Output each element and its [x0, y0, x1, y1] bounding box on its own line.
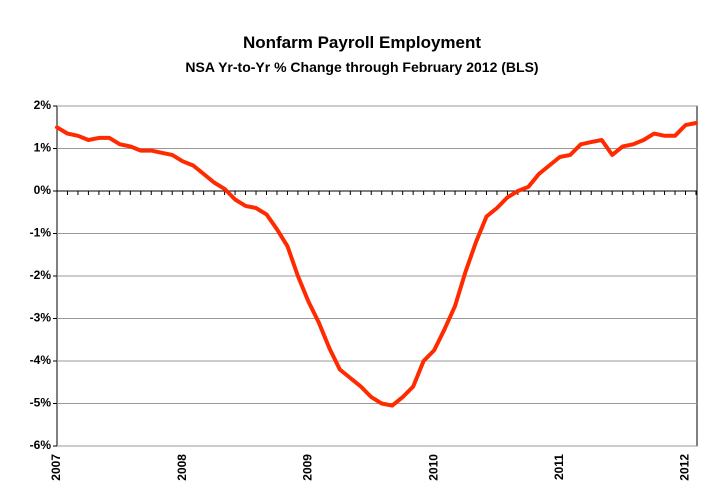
x-tick-label: 2007: [49, 454, 63, 481]
y-tick-label: 1%: [34, 141, 52, 155]
y-tick-label: -1%: [30, 226, 52, 240]
y-tick-label: -2%: [30, 268, 52, 282]
x-tick-label: 2009: [301, 454, 315, 481]
data-line: [55, 121, 698, 408]
x-tick-label: 2012: [678, 454, 692, 481]
y-tick-label: 2%: [34, 98, 52, 112]
x-tick-label: 2010: [426, 454, 440, 481]
y-tick-label: -4%: [30, 353, 52, 367]
y-tick-label: -6%: [30, 438, 52, 452]
y-tick-label: 0%: [34, 183, 52, 197]
y-tick-label: -5%: [30, 396, 52, 410]
chart-title: Nonfarm Payroll Employment: [243, 33, 481, 52]
y-tick-label: -3%: [30, 311, 52, 325]
x-tick-label: 2008: [175, 454, 189, 481]
x-tick-label: 2011: [552, 454, 566, 480]
chart-subtitle: NSA Yr-to-Yr % Change through February 2…: [185, 59, 538, 75]
